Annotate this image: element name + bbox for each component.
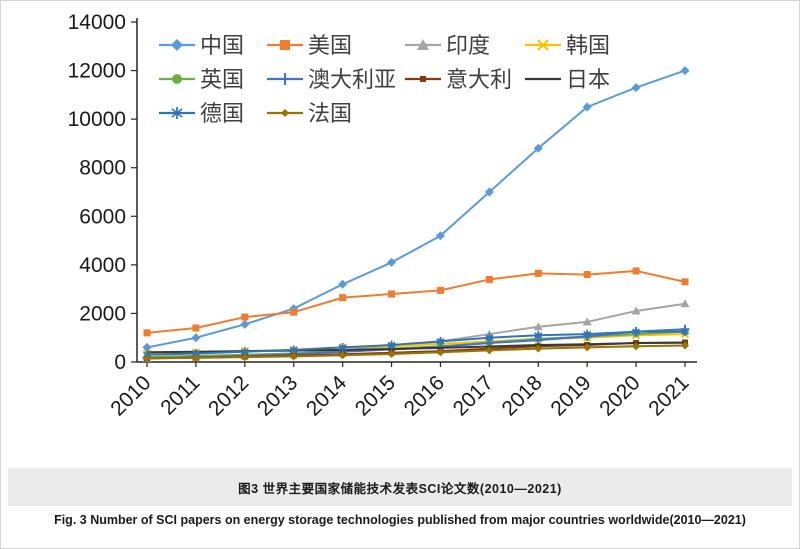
- x-tick-label: 2012: [204, 371, 253, 420]
- figure-caption-zh: 图3 世界主要国家储能技术发表SCI论文数(2010—2021): [238, 481, 562, 496]
- legend-label-germany: 德国: [200, 101, 244, 126]
- legend-label-uk: 英国: [200, 67, 244, 92]
- legend-item-germany: 德国: [159, 101, 244, 126]
- caption-band: 图3 世界主要国家储能技术发表SCI论文数(2010—2021): [8, 468, 792, 506]
- y-tick-label: 10000: [68, 108, 126, 131]
- legend-label-france: 法国: [308, 101, 352, 126]
- series-line-usa: [146, 269, 686, 334]
- legend-label-india: 印度: [446, 33, 490, 58]
- figure-caption-en: Fig. 3 Number of SCI papers on energy st…: [54, 513, 746, 527]
- legend-label-australia: 澳大利亚: [308, 67, 396, 92]
- legend-item-france: 法国: [267, 101, 352, 126]
- legend-label-italy: 意大利: [446, 67, 512, 92]
- x-tick-label: 2011: [156, 371, 204, 419]
- x-tick-label: 2021: [644, 371, 693, 420]
- y-tick-label: 8000: [79, 157, 126, 180]
- legend-label-china: 中国: [200, 33, 244, 58]
- legend-item-uk: 英国: [159, 67, 244, 92]
- y-tick-label: 14000: [68, 11, 126, 34]
- legend-item-korea: 韩国: [525, 33, 610, 58]
- x-tick-label: 2016: [400, 371, 449, 420]
- legend-item-usa: 美国: [267, 33, 352, 58]
- y-tick-label: 4000: [79, 254, 126, 277]
- legend-item-italy: 意大利: [405, 67, 512, 92]
- y-tick-label: 6000: [79, 205, 126, 228]
- series-line-france: [146, 344, 686, 360]
- x-tick-label: 2020: [595, 371, 644, 420]
- legend-label-usa: 美国: [308, 33, 352, 58]
- x-tick-label: 2010: [106, 371, 155, 420]
- legend-label-korea: 韩国: [566, 33, 610, 58]
- series-china: [142, 66, 690, 352]
- legend-item-china: 中国: [159, 33, 244, 58]
- series-line-india: [146, 302, 686, 360]
- x-tick-label: 2017: [449, 371, 498, 420]
- y-tick-label: 12000: [68, 60, 126, 83]
- x-tick-label: 2018: [498, 371, 547, 420]
- y-tick-label: 0: [114, 351, 126, 374]
- y-tick-label: 2000: [79, 302, 126, 325]
- x-tick-label: 2019: [546, 371, 595, 420]
- x-tick-label: 2014: [302, 371, 352, 421]
- x-tick-label: 2015: [351, 371, 400, 420]
- series-france: [143, 341, 689, 363]
- series-usa: [143, 267, 689, 337]
- series-germany: [143, 327, 689, 360]
- legend-item-japan: 日本: [525, 67, 610, 92]
- series-line-germany: [146, 330, 685, 356]
- legend-item-india: 印度: [405, 33, 490, 58]
- series-line-china: [146, 69, 686, 349]
- x-tick-label: 2013: [253, 371, 302, 420]
- sci-papers-line-chart: 0 2000 4000 6000 8000 10000 12000 14000 2010 2011…: [68, 11, 697, 421]
- legend-item-australia: 澳大利亚: [267, 67, 396, 92]
- legend-label-japan: 日本: [566, 67, 610, 92]
- chart-area: 0 2000 4000 6000 8000 10000 12000 14000 2010 2011…: [9, 7, 793, 447]
